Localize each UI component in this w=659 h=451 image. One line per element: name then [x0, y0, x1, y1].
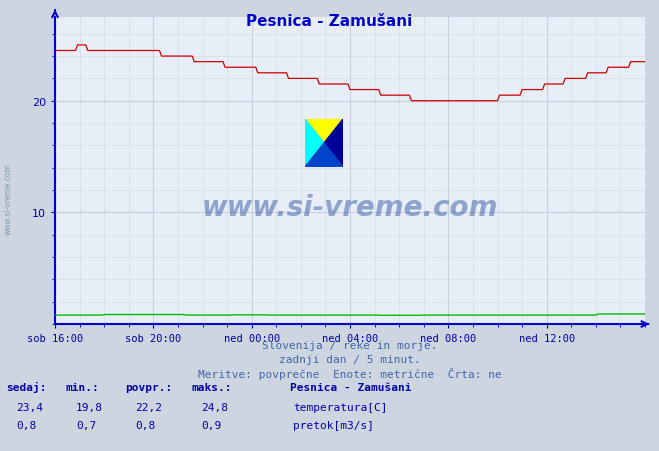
Text: Pesnica - Zamušani: Pesnica - Zamušani — [290, 382, 411, 392]
Text: sedaj:: sedaj: — [7, 381, 47, 392]
Text: 0,7: 0,7 — [76, 420, 96, 430]
Text: povpr.:: povpr.: — [125, 382, 173, 392]
Text: Meritve: povprečne  Enote: metrične  Črta: ne: Meritve: povprečne Enote: metrične Črta:… — [198, 368, 502, 380]
Text: 19,8: 19,8 — [76, 402, 103, 412]
Text: min.:: min.: — [66, 382, 100, 392]
Polygon shape — [324, 120, 343, 168]
Polygon shape — [305, 144, 343, 168]
Text: temperatura[C]: temperatura[C] — [293, 402, 387, 412]
Text: maks.:: maks.: — [191, 382, 231, 392]
Text: 0,8: 0,8 — [16, 420, 37, 430]
Text: 24,8: 24,8 — [201, 402, 228, 412]
Text: zadnji dan / 5 minut.: zadnji dan / 5 minut. — [279, 354, 421, 364]
Text: 23,4: 23,4 — [16, 402, 43, 412]
Text: Pesnica - Zamušani: Pesnica - Zamušani — [246, 14, 413, 29]
Polygon shape — [305, 120, 324, 168]
Text: 22,2: 22,2 — [135, 402, 162, 412]
Text: www.si-vreme.com: www.si-vreme.com — [3, 162, 13, 235]
Text: 0,9: 0,9 — [201, 420, 221, 430]
Text: Slovenija / reke in morje.: Slovenija / reke in morje. — [262, 341, 438, 350]
Text: 0,8: 0,8 — [135, 420, 156, 430]
Text: pretok[m3/s]: pretok[m3/s] — [293, 420, 374, 430]
Text: www.si-vreme.com: www.si-vreme.com — [202, 194, 498, 222]
